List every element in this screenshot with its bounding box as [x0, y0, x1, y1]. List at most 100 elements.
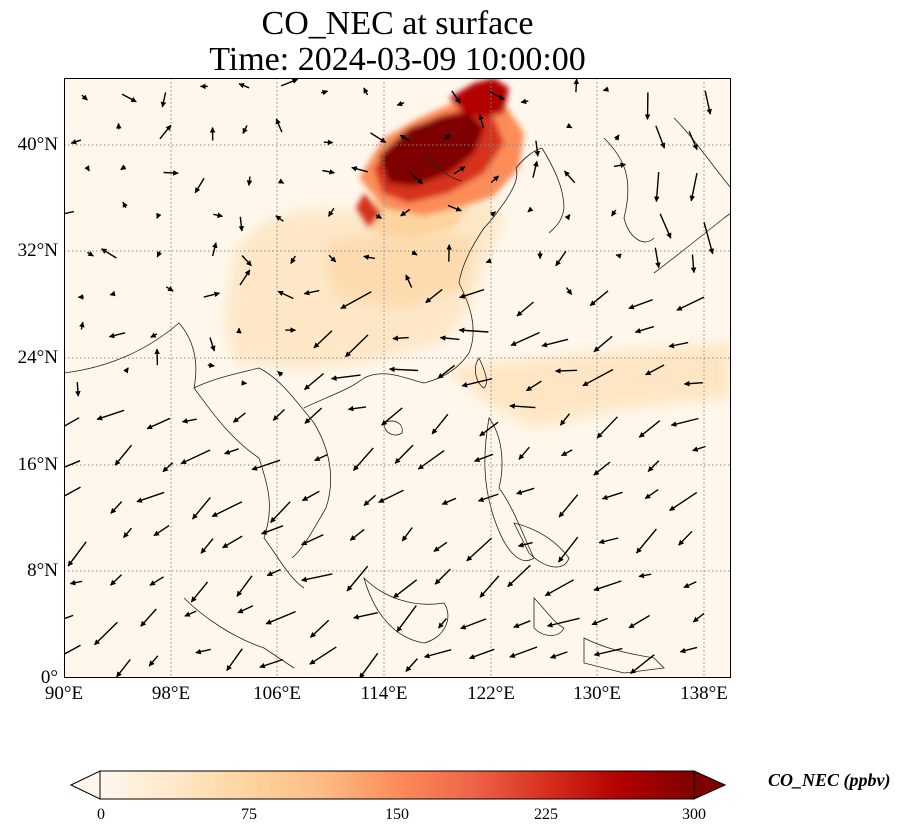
- wind-arrow: [453, 165, 466, 175]
- wind-arrow: [549, 651, 568, 659]
- wind-arrow: [304, 372, 325, 391]
- wind-arrow: [460, 618, 487, 630]
- wind-arrow: [136, 491, 165, 503]
- wind-arrow: [683, 581, 697, 589]
- wind-arrow: [156, 251, 162, 258]
- wind-arrow: [330, 374, 361, 381]
- wind-arrow: [275, 118, 283, 133]
- wind-arrow: [473, 453, 494, 463]
- wind-arrow: [478, 113, 485, 128]
- wind-arrow: [439, 335, 460, 341]
- wind-arrow: [69, 579, 83, 586]
- wind-arrow: [64, 614, 74, 620]
- wind-arrow: [64, 210, 75, 215]
- wind-arrow: [644, 489, 659, 500]
- wind-arrow: [150, 332, 158, 339]
- wind-arrow: [431, 413, 449, 435]
- wind-arrow: [613, 162, 627, 169]
- lon-tick-90: 90°E: [44, 683, 84, 704]
- colorbar-tick-225: 225: [534, 806, 558, 823]
- coastlines: [64, 117, 731, 674]
- wind-arrow: [116, 658, 131, 678]
- colorbar: [70, 770, 726, 800]
- wind-arrow: [518, 446, 530, 460]
- wind-arrow: [613, 134, 620, 141]
- wind-arrow: [410, 172, 424, 185]
- wind-arrow: [393, 579, 418, 599]
- wind-arrow: [532, 160, 539, 178]
- wind-arrow: [434, 568, 451, 585]
- wind-arrow: [64, 644, 81, 656]
- lat-tick-0: 0°: [40, 667, 58, 688]
- map-title-line1: CO_NEC at surface: [261, 5, 534, 42]
- wind-arrow: [79, 321, 85, 330]
- wind-arrow: [300, 534, 324, 546]
- colorbar-max-extend: [693, 770, 726, 800]
- wind-arrow: [345, 334, 369, 358]
- wind-arrow: [309, 646, 337, 665]
- wind-arrow: [516, 487, 535, 495]
- wind-arrow: [468, 648, 495, 660]
- wind-arrow: [238, 216, 245, 232]
- wind-arrow: [401, 527, 413, 542]
- wind-arrow: [277, 370, 284, 377]
- wind-arrow: [507, 564, 531, 588]
- wind-arrow: [555, 250, 567, 267]
- wind-arrow: [411, 249, 418, 256]
- wind-arrow: [638, 572, 652, 579]
- wind-arrow: [363, 254, 376, 261]
- wind-arrow: [490, 175, 500, 183]
- wind-arrow: [546, 617, 580, 628]
- wind-arrow: [352, 447, 374, 471]
- wind-arrow: [232, 412, 246, 423]
- wind-arrow: [363, 87, 369, 96]
- wind-arrow: [67, 541, 87, 567]
- wind-arrow: [611, 209, 617, 217]
- wind-arrow: [565, 287, 573, 295]
- wind-arrow: [690, 254, 697, 274]
- colorbar-tick-150: 150: [385, 806, 409, 823]
- wind-arrow: [64, 486, 81, 498]
- wind-arrow: [527, 206, 534, 213]
- wind-arrow: [423, 649, 452, 659]
- wind-arrow: [209, 337, 216, 352]
- lat-tick-8: 8°N: [27, 560, 58, 581]
- lon-tick-98: 98°E: [151, 683, 191, 704]
- wind-arrow: [148, 655, 159, 667]
- wind-arrow: [615, 253, 622, 259]
- wind-arrow: [593, 647, 623, 657]
- wind-arrow: [108, 332, 126, 339]
- lon-tick-114: 114°E: [360, 683, 408, 704]
- wind-arrow: [593, 335, 613, 353]
- wind-arrow: [359, 652, 379, 678]
- wind-arrow: [122, 527, 133, 539]
- wind-arrow: [400, 208, 411, 217]
- wind-arrow: [458, 327, 489, 334]
- wind-arrow: [485, 258, 492, 264]
- wind-arrow: [638, 420, 661, 438]
- wind-arrow: [689, 172, 698, 202]
- wind-arrow: [544, 579, 574, 597]
- wind-arrow: [479, 421, 499, 437]
- wind-arrow: [635, 528, 657, 554]
- wind-arrow: [241, 255, 252, 267]
- gridlines: [64, 78, 731, 678]
- wind-arrow: [269, 501, 291, 523]
- wind-arrow: [589, 290, 609, 307]
- wind-arrow: [479, 575, 500, 598]
- wind-arrow: [211, 242, 218, 257]
- wind-arrow: [140, 608, 157, 627]
- lat-tick-16: 16°N: [17, 454, 58, 475]
- wind-arrow: [558, 494, 579, 518]
- wind-arrow: [349, 528, 365, 541]
- wind-arrow: [516, 301, 534, 317]
- wind-arrow: [564, 214, 571, 221]
- wind-arrow: [563, 170, 576, 184]
- wind-arrow: [703, 221, 715, 255]
- wind-arrow: [559, 413, 571, 426]
- wind-arrow: [517, 541, 533, 548]
- wind-arrow: [213, 212, 224, 218]
- wind-arrow: [120, 164, 127, 171]
- wind-arrow: [692, 445, 706, 452]
- wind-arrow: [417, 450, 445, 470]
